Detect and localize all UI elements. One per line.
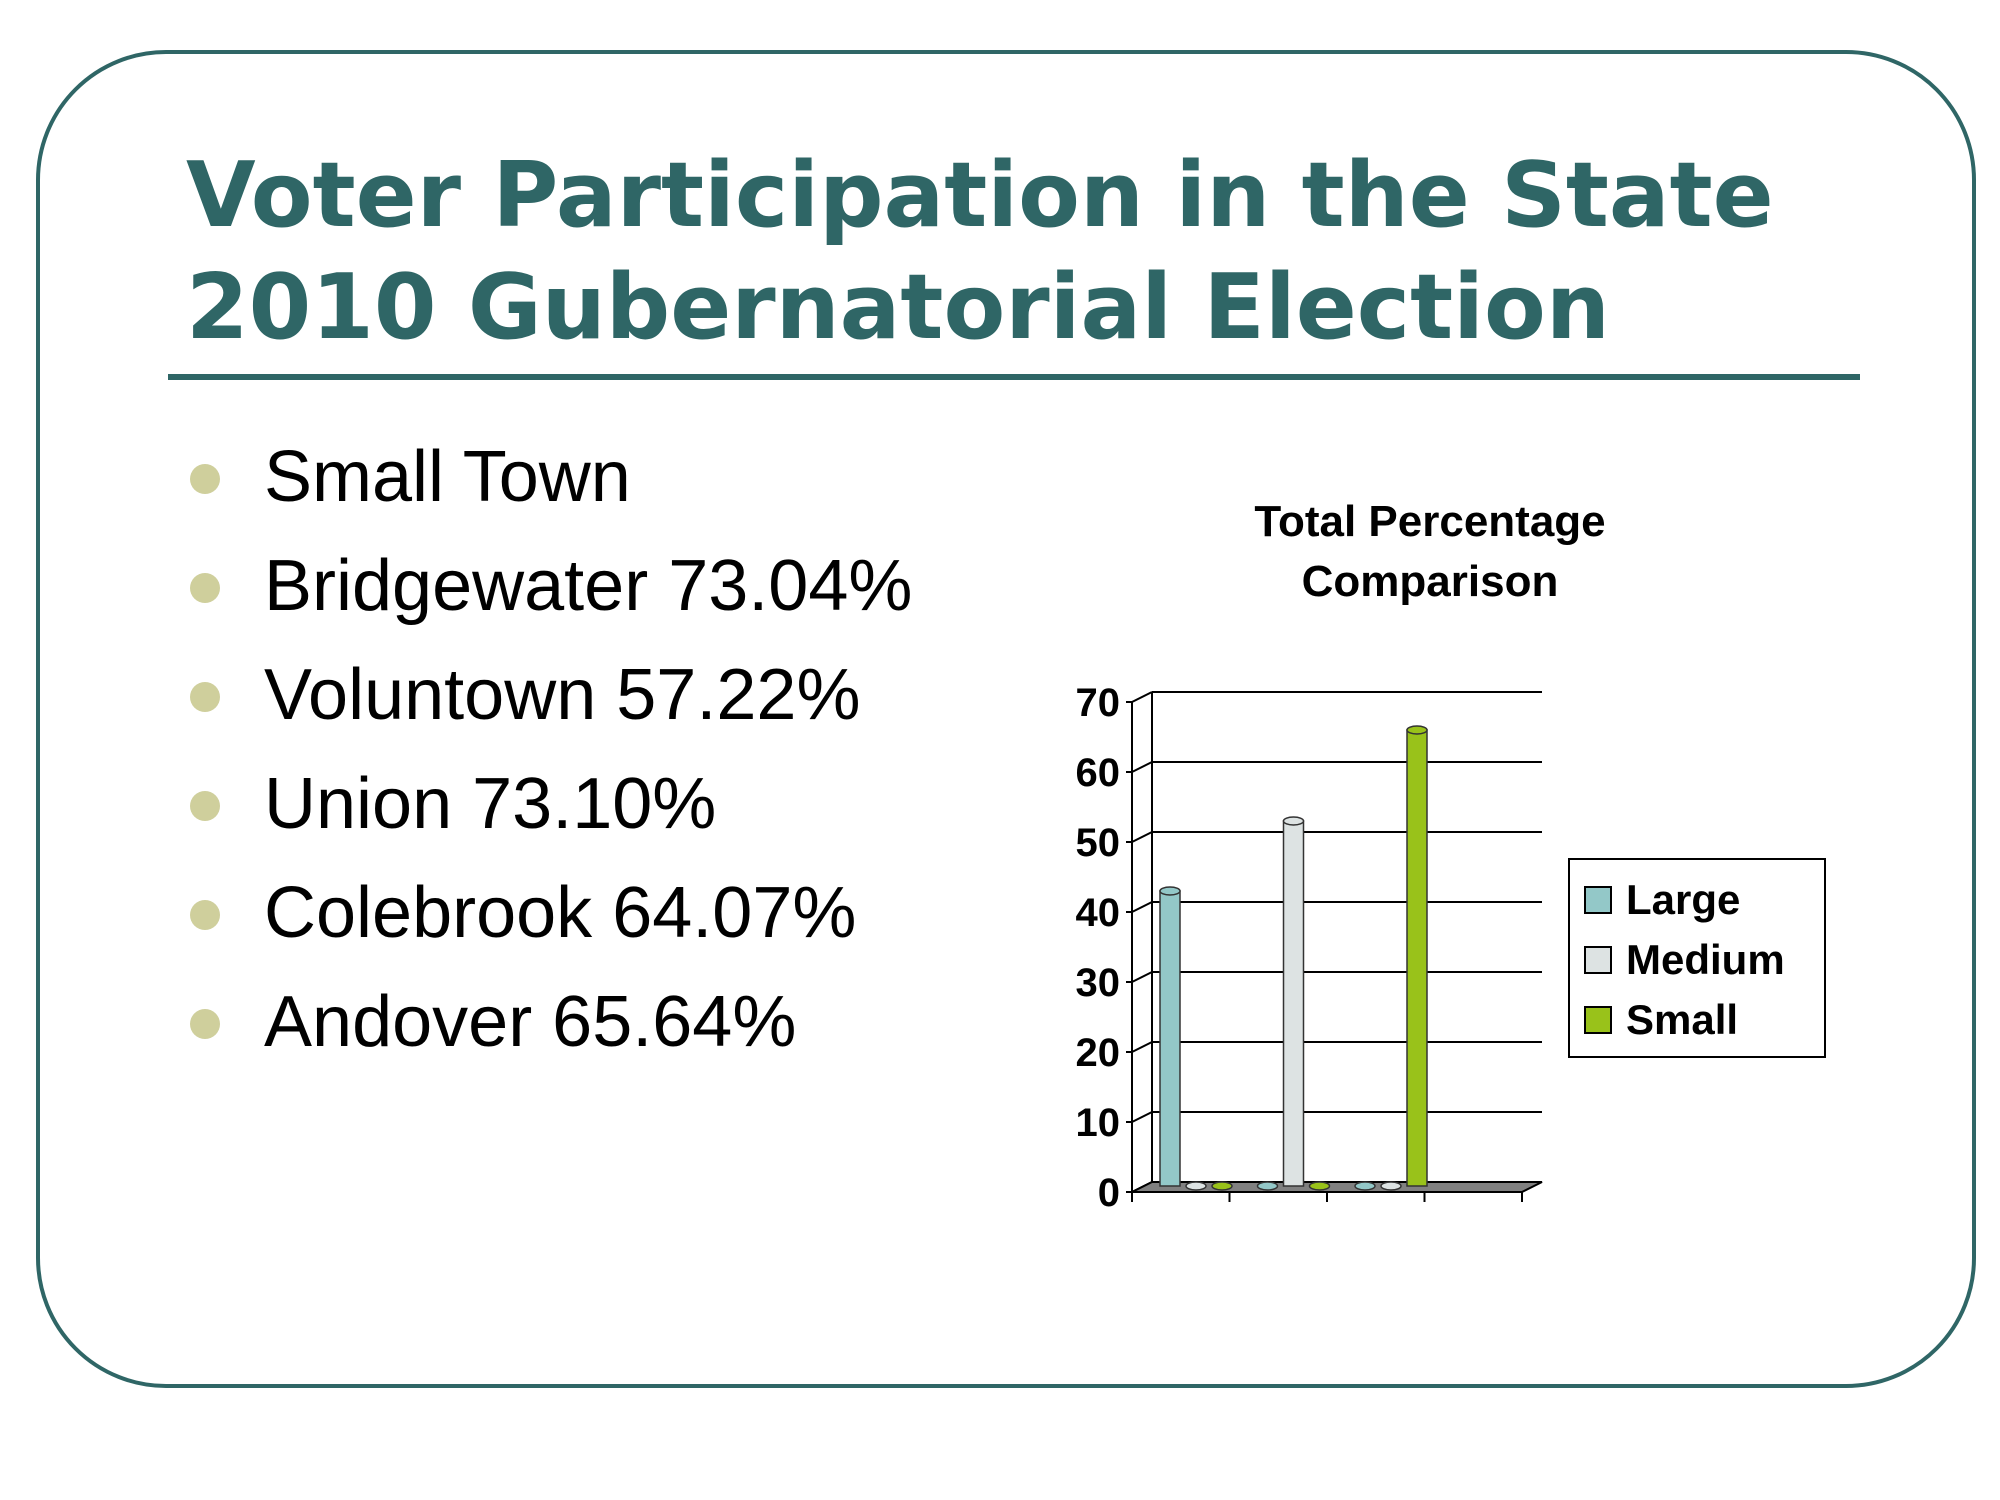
bullet-item: Union 73.10% [190,757,912,866]
legend-label-small: Small [1626,996,1739,1043]
slide-title-line-2: 2010 Gubernatorial Election [186,255,1610,360]
gridline-depth [1131,971,1153,983]
bullet-item: Small Town [190,430,912,539]
bullet-dot-icon [190,573,220,603]
chart-title: Total Percentage Comparison [1150,492,1710,612]
bar-cap [1354,1181,1376,1191]
gridline-depth [1131,831,1153,843]
bar-cap [1185,1181,1207,1191]
y-tick-label: 0 [1098,1171,1120,1215]
bullet-text: Voluntown 57.22% [264,655,861,735]
slide-title: Voter Participation in the State 2010 Gu… [186,140,1906,364]
bar-cap [1406,725,1428,735]
bar-chart: 0 10 20 30 40 50 60 70 [1076,681,1543,1215]
bar-cap [1308,1181,1331,1191]
bullet-dot-icon [190,1009,220,1039]
bar [1159,890,1181,1187]
y-tick-label: 40 [1076,891,1121,935]
bar-cap [1159,886,1181,896]
bullet-item: Colebrook 64.07% [190,866,912,975]
bar [1282,820,1305,1187]
bullet-dot-icon [190,464,220,494]
slide-title-line-1: Voter Participation in the State [186,143,1774,248]
legend-swatch-medium [1584,946,1612,974]
bullet-list: Small Town Bridgewater 73.04% Voluntown … [190,430,912,1084]
bullet-dot-icon [190,791,220,821]
gridline-depth [1131,691,1153,703]
legend-label-medium: Medium [1626,936,1785,983]
bullet-text: Colebrook 64.07% [264,873,857,953]
bar-cap [1211,1181,1233,1191]
y-tick-label: 30 [1076,961,1121,1005]
chart-title-line-1: Total Percentage [1254,497,1606,546]
legend-swatch-small [1584,1006,1612,1034]
legend-label-large: Large [1626,876,1741,923]
legend-item-small: Small [1584,992,1738,1048]
y-tick-label: 50 [1076,821,1121,865]
chart-legend: Large Medium Small [1568,858,1826,1058]
legend-item-medium: Medium [1584,932,1785,988]
bullet-dot-icon [190,682,220,712]
y-tick-label: 10 [1076,1101,1121,1145]
bullet-dot-icon [190,900,220,930]
slide-frame [36,50,1976,1388]
bar [1406,729,1428,1187]
gridline-depth [1131,1111,1153,1123]
bar-cap [1282,816,1305,826]
chart-title-line-2: Comparison [1301,557,1559,606]
bullet-item: Andover 65.64% [190,975,912,1084]
y-tick-label: 70 [1076,681,1121,725]
gridline-depth [1131,901,1153,913]
bullet-item: Bridgewater 73.04% [190,539,912,648]
bullet-text: Small Town [264,437,631,517]
bullet-text: Union 73.10% [264,764,717,844]
y-tick-label: 60 [1076,751,1121,795]
bar-cap [1256,1181,1279,1191]
bullet-item: Voluntown 57.22% [190,648,912,757]
gridline-depth [1131,1041,1153,1053]
title-divider [168,374,1860,380]
bullet-text: Andover 65.64% [264,982,797,1062]
legend-swatch-large [1584,886,1612,914]
gridline-depth [1131,761,1153,773]
bullet-text: Bridgewater 73.04% [264,546,913,626]
legend-item-large: Large [1584,872,1740,928]
bar-cap [1380,1181,1402,1191]
y-tick-label: 20 [1076,1031,1121,1075]
